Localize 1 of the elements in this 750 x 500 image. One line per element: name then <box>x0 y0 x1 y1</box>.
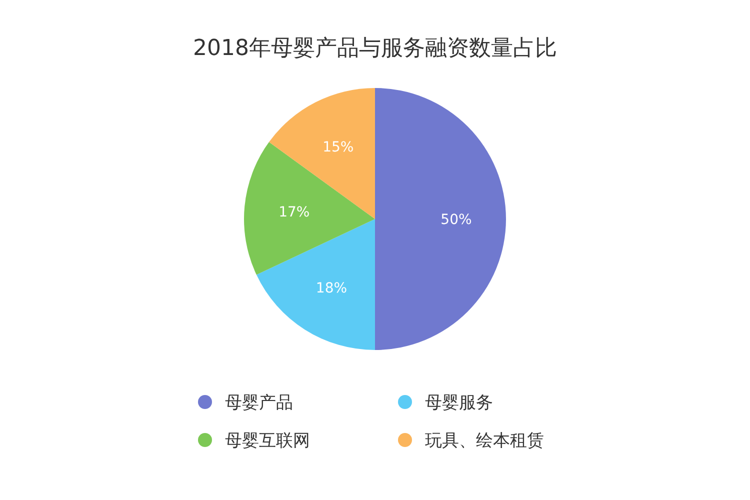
title: 2018年母婴产品与服务融资数量占比 <box>193 36 557 61</box>
